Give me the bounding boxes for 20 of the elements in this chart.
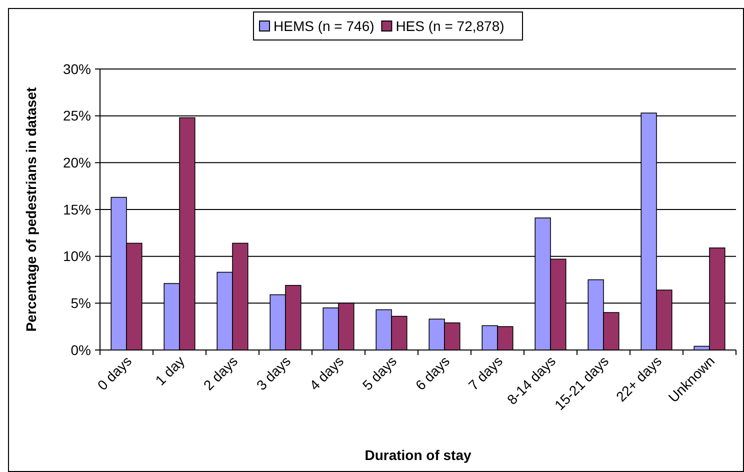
x-tick-label: 5 days [359,352,400,394]
x-tick-label: 7 days [465,352,506,394]
x-tick-label: 2 days [200,352,241,394]
y-tick-label: 10% [62,248,91,264]
y-axis-title: Percentage of pedestrians in dataset [23,87,39,332]
x-axis-title: Duration of stay [364,447,472,463]
y-tick-label: 20% [62,154,91,171]
x-tick-label: 6 days [412,352,453,394]
x-tick-label: 1 day [152,352,188,388]
y-tick-label: 25% [62,108,91,124]
x-tick-label: 0 days [94,352,135,394]
y-tick-label: 5% [70,295,91,312]
x-tick-label: 3 days [253,352,294,394]
legend-label: HEMS (n = 746) [274,18,374,34]
x-tick-label: 22+ days [612,352,665,405]
x-tick-label: 4 days [306,352,347,394]
legend-label: HES (n = 72,878) [396,18,504,34]
y-tick-label: 0% [70,342,91,358]
y-tick-label: 30% [62,60,91,77]
y-tick-label: 15% [62,201,91,218]
